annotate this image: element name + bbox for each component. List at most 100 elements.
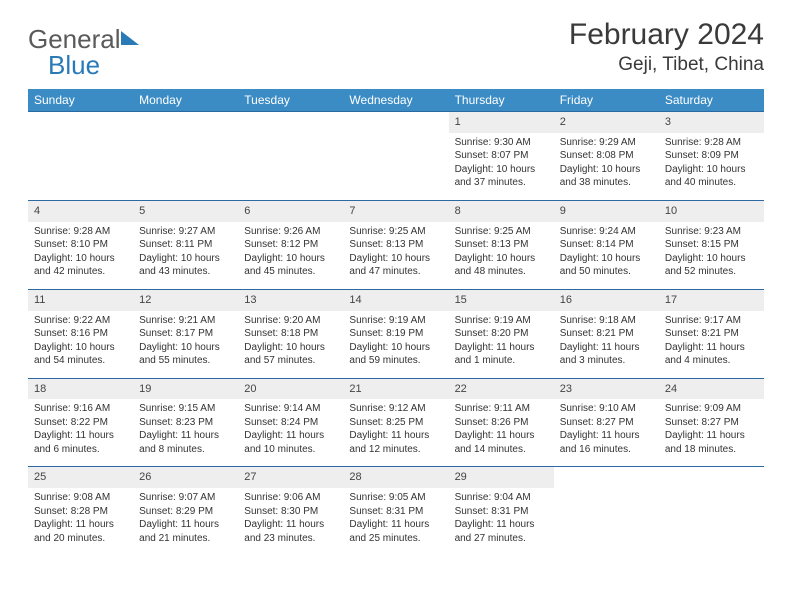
day-details: Sunrise: 9:18 AMSunset: 8:21 PMDaylight:… <box>554 311 659 378</box>
calendar-day: 5Sunrise: 9:27 AMSunset: 8:11 PMDaylight… <box>133 200 238 289</box>
day-number: 15 <box>449 290 554 311</box>
sunrise-line: Sunrise: 9:15 AM <box>139 402 232 416</box>
daylight-line: Daylight: 10 hours and 48 minutes. <box>455 252 548 279</box>
month-title: February 2024 <box>569 18 764 52</box>
sunset-line: Sunset: 8:17 PM <box>139 327 232 341</box>
calendar-table: SundayMondayTuesdayWednesdayThursdayFrid… <box>28 89 764 555</box>
calendar-day: 27Sunrise: 9:06 AMSunset: 8:30 PMDayligh… <box>238 467 343 555</box>
weekday-header: Wednesday <box>343 89 448 112</box>
calendar-day: 1Sunrise: 9:30 AMSunset: 8:07 PMDaylight… <box>449 112 554 201</box>
calendar-day: 19Sunrise: 9:15 AMSunset: 8:23 PMDayligh… <box>133 378 238 467</box>
day-details: Sunrise: 9:19 AMSunset: 8:20 PMDaylight:… <box>449 311 554 378</box>
day-number: 27 <box>238 467 343 488</box>
calendar-day: 18Sunrise: 9:16 AMSunset: 8:22 PMDayligh… <box>28 378 133 467</box>
daylight-line: Daylight: 10 hours and 59 minutes. <box>349 341 442 368</box>
sunset-line: Sunset: 8:27 PM <box>665 416 758 430</box>
day-details: Sunrise: 9:23 AMSunset: 8:15 PMDaylight:… <box>659 222 764 289</box>
weekday-header: Sunday <box>28 89 133 112</box>
weekday-header: Monday <box>133 89 238 112</box>
sunset-line: Sunset: 8:21 PM <box>560 327 653 341</box>
sunrise-line: Sunrise: 9:14 AM <box>244 402 337 416</box>
day-details: Sunrise: 9:25 AMSunset: 8:13 PMDaylight:… <box>449 222 554 289</box>
calendar-day: 28Sunrise: 9:05 AMSunset: 8:31 PMDayligh… <box>343 467 448 555</box>
day-details: Sunrise: 9:29 AMSunset: 8:08 PMDaylight:… <box>554 133 659 200</box>
calendar-day: 13Sunrise: 9:20 AMSunset: 8:18 PMDayligh… <box>238 289 343 378</box>
page-header: General February 2024 Geji, Tibet, China <box>28 18 764 76</box>
calendar-row: 11Sunrise: 9:22 AMSunset: 8:16 PMDayligh… <box>28 289 764 378</box>
sunrise-line: Sunrise: 9:28 AM <box>34 225 127 239</box>
day-number: 18 <box>28 379 133 400</box>
daylight-line: Daylight: 11 hours and 6 minutes. <box>34 429 127 456</box>
calendar-day: 12Sunrise: 9:21 AMSunset: 8:17 PMDayligh… <box>133 289 238 378</box>
weekday-header: Thursday <box>449 89 554 112</box>
daylight-line: Daylight: 10 hours and 45 minutes. <box>244 252 337 279</box>
sunrise-line: Sunrise: 9:09 AM <box>665 402 758 416</box>
day-details: Sunrise: 9:14 AMSunset: 8:24 PMDaylight:… <box>238 399 343 466</box>
day-number: 2 <box>554 112 659 133</box>
daylight-line: Daylight: 10 hours and 40 minutes. <box>665 163 758 190</box>
calendar-day: 21Sunrise: 9:12 AMSunset: 8:25 PMDayligh… <box>343 378 448 467</box>
sunset-line: Sunset: 8:10 PM <box>34 238 127 252</box>
day-number: 22 <box>449 379 554 400</box>
calendar-day: 11Sunrise: 9:22 AMSunset: 8:16 PMDayligh… <box>28 289 133 378</box>
day-number: 19 <box>133 379 238 400</box>
daylight-line: Daylight: 11 hours and 12 minutes. <box>349 429 442 456</box>
daylight-line: Daylight: 11 hours and 25 minutes. <box>349 518 442 545</box>
day-details: Sunrise: 9:24 AMSunset: 8:14 PMDaylight:… <box>554 222 659 289</box>
day-details: Sunrise: 9:10 AMSunset: 8:27 PMDaylight:… <box>554 399 659 466</box>
weekday-header: Saturday <box>659 89 764 112</box>
day-details: Sunrise: 9:08 AMSunset: 8:28 PMDaylight:… <box>28 488 133 555</box>
sunrise-line: Sunrise: 9:18 AM <box>560 314 653 328</box>
day-number: 10 <box>659 201 764 222</box>
day-number: 5 <box>133 201 238 222</box>
calendar-day: 4Sunrise: 9:28 AMSunset: 8:10 PMDaylight… <box>28 200 133 289</box>
calendar-empty <box>659 467 764 555</box>
daylight-line: Daylight: 11 hours and 3 minutes. <box>560 341 653 368</box>
sunrise-line: Sunrise: 9:28 AM <box>665 136 758 150</box>
sunrise-line: Sunrise: 9:25 AM <box>455 225 548 239</box>
calendar-day: 16Sunrise: 9:18 AMSunset: 8:21 PMDayligh… <box>554 289 659 378</box>
calendar-day: 29Sunrise: 9:04 AMSunset: 8:31 PMDayligh… <box>449 467 554 555</box>
day-details: Sunrise: 9:30 AMSunset: 8:07 PMDaylight:… <box>449 133 554 200</box>
daylight-line: Daylight: 10 hours and 43 minutes. <box>139 252 232 279</box>
sunrise-line: Sunrise: 9:12 AM <box>349 402 442 416</box>
day-details: Sunrise: 9:21 AMSunset: 8:17 PMDaylight:… <box>133 311 238 378</box>
sunrise-line: Sunrise: 9:08 AM <box>34 491 127 505</box>
calendar-row: 25Sunrise: 9:08 AMSunset: 8:28 PMDayligh… <box>28 467 764 555</box>
calendar-day: 3Sunrise: 9:28 AMSunset: 8:09 PMDaylight… <box>659 112 764 201</box>
sunset-line: Sunset: 8:27 PM <box>560 416 653 430</box>
day-details: Sunrise: 9:26 AMSunset: 8:12 PMDaylight:… <box>238 222 343 289</box>
day-number: 14 <box>343 290 448 311</box>
sunset-line: Sunset: 8:24 PM <box>244 416 337 430</box>
day-details: Sunrise: 9:20 AMSunset: 8:18 PMDaylight:… <box>238 311 343 378</box>
day-number: 20 <box>238 379 343 400</box>
sunset-line: Sunset: 8:12 PM <box>244 238 337 252</box>
calendar-empty <box>238 112 343 201</box>
sunset-line: Sunset: 8:31 PM <box>455 505 548 519</box>
day-details: Sunrise: 9:06 AMSunset: 8:30 PMDaylight:… <box>238 488 343 555</box>
day-number: 7 <box>343 201 448 222</box>
day-number: 29 <box>449 467 554 488</box>
sunrise-line: Sunrise: 9:17 AM <box>665 314 758 328</box>
weekday-header: Tuesday <box>238 89 343 112</box>
sunset-line: Sunset: 8:29 PM <box>139 505 232 519</box>
day-number: 1 <box>449 112 554 133</box>
calendar-day: 8Sunrise: 9:25 AMSunset: 8:13 PMDaylight… <box>449 200 554 289</box>
day-details: Sunrise: 9:11 AMSunset: 8:26 PMDaylight:… <box>449 399 554 466</box>
sunrise-line: Sunrise: 9:24 AM <box>560 225 653 239</box>
location: Geji, Tibet, China <box>569 54 764 76</box>
day-number: 28 <box>343 467 448 488</box>
calendar-empty <box>554 467 659 555</box>
sunrise-line: Sunrise: 9:26 AM <box>244 225 337 239</box>
day-number: 4 <box>28 201 133 222</box>
sunrise-line: Sunrise: 9:29 AM <box>560 136 653 150</box>
daylight-line: Daylight: 10 hours and 52 minutes. <box>665 252 758 279</box>
weekday-header-row: SundayMondayTuesdayWednesdayThursdayFrid… <box>28 89 764 112</box>
day-details: Sunrise: 9:25 AMSunset: 8:13 PMDaylight:… <box>343 222 448 289</box>
calendar-day: 24Sunrise: 9:09 AMSunset: 8:27 PMDayligh… <box>659 378 764 467</box>
sunset-line: Sunset: 8:18 PM <box>244 327 337 341</box>
day-number: 25 <box>28 467 133 488</box>
sunset-line: Sunset: 8:07 PM <box>455 149 548 163</box>
day-number: 23 <box>554 379 659 400</box>
day-number: 16 <box>554 290 659 311</box>
